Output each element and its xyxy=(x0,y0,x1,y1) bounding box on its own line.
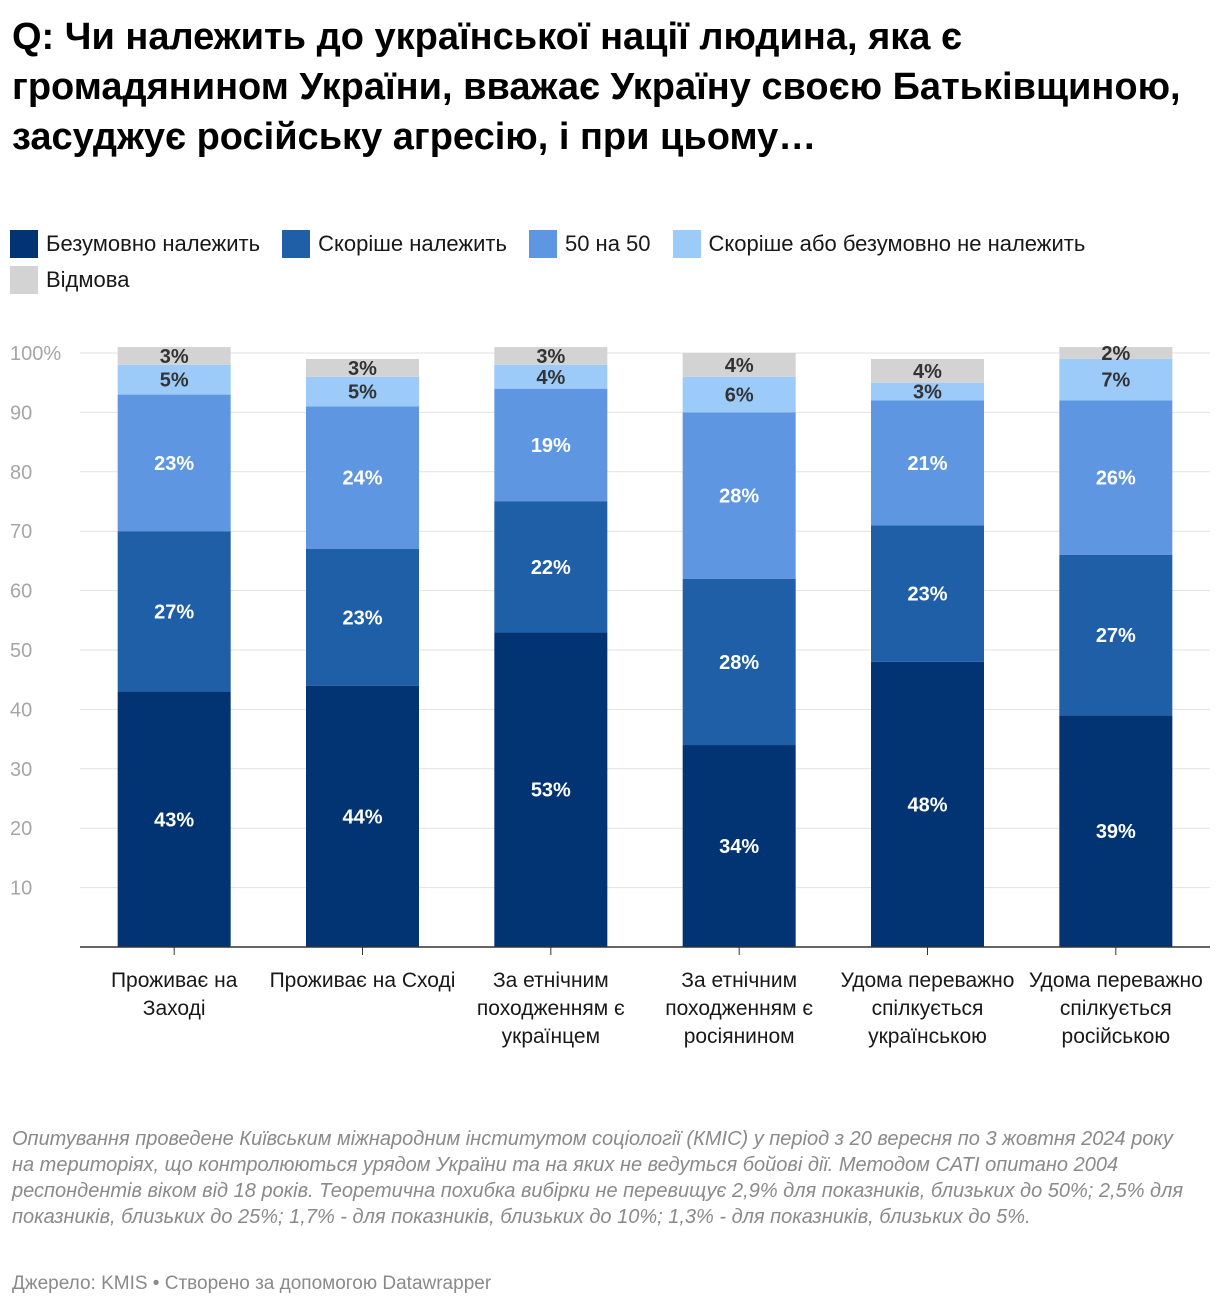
legend-swatch-4 xyxy=(672,230,701,258)
data-label: 24% xyxy=(342,468,382,490)
data-label: 44% xyxy=(342,806,382,828)
data-label: 27% xyxy=(154,601,194,623)
data-label: 22% xyxy=(531,557,571,579)
chart-notes: Опитування проведене Київським міжнародн… xyxy=(12,1128,1184,1228)
x-category-label: Удома переважно спілкується російською xyxy=(1029,969,1203,1048)
data-label: 2% xyxy=(1101,343,1130,365)
bar-segment xyxy=(494,501,608,633)
bar-segment xyxy=(306,549,419,686)
data-label: 3% xyxy=(536,346,565,368)
bar-segment xyxy=(494,388,608,502)
data-label: 23% xyxy=(907,584,947,606)
bar-segment xyxy=(117,347,231,365)
y-tick-label: 30 xyxy=(10,759,32,781)
bar-segment xyxy=(117,394,231,532)
x-category-label: Удома переважно спілкується українською xyxy=(841,969,1015,1048)
data-label: 19% xyxy=(531,435,571,457)
data-label: 5% xyxy=(348,382,377,404)
bar-segment xyxy=(117,531,231,692)
legend-item-5: Відмова xyxy=(10,266,129,294)
y-tick-label: 100% xyxy=(10,343,61,365)
data-label: 5% xyxy=(160,370,189,392)
bar-segment xyxy=(1059,715,1173,947)
data-label: 3% xyxy=(348,358,377,380)
bar-segment xyxy=(682,745,796,947)
bar-segment xyxy=(682,376,796,413)
data-label: 4% xyxy=(725,355,754,377)
data-label: 26% xyxy=(1096,468,1136,490)
legend-label-4: Скоріше або безумовно не належить xyxy=(708,231,1086,256)
x-category-label: Проживає на Заході xyxy=(111,969,238,1020)
data-label: 21% xyxy=(907,453,947,475)
data-label: 39% xyxy=(1096,821,1136,843)
bar-segment xyxy=(117,364,231,395)
bar-segment xyxy=(1059,347,1173,359)
x-category-label: Проживає на Сході xyxy=(270,969,456,992)
bar-segment xyxy=(117,691,231,947)
bar-segment xyxy=(306,685,419,947)
legend: Безумовно належить Скоріше належить 50 н… xyxy=(10,230,1210,294)
x-category-label: За етнічним походженням є українцем xyxy=(477,969,625,1048)
legend-label-5: Відмова xyxy=(46,267,130,292)
legend-item-4: Скоріше або безумовно не належить xyxy=(672,230,1086,258)
y-tick-label: 60 xyxy=(10,581,32,603)
data-label: 27% xyxy=(1096,625,1136,647)
data-label: 53% xyxy=(531,780,571,802)
data-label: 23% xyxy=(154,453,194,475)
legend-label-3: 50 на 50 xyxy=(564,231,651,256)
bar-segment xyxy=(1059,358,1173,401)
data-label: 48% xyxy=(907,794,947,816)
bar-segment xyxy=(306,376,419,407)
legend-swatch-1 xyxy=(10,230,38,258)
y-tick-label: 50 xyxy=(10,640,32,662)
bar-segment xyxy=(871,661,984,947)
chart-source: Джерело: KMIS • Створено за допомогою Da… xyxy=(12,1273,492,1294)
y-tick-label: 40 xyxy=(10,699,32,721)
y-tick-label: 90 xyxy=(10,402,32,424)
data-label: 28% xyxy=(719,652,759,674)
x-category-label: За етнічним походженням є росіянином xyxy=(665,969,813,1048)
bar-segment xyxy=(871,358,984,383)
stacked-bar-chart: 102030405060708090100%43%27%23%5%3%Прожи… xyxy=(10,343,1210,1048)
data-label: 28% xyxy=(719,486,759,508)
data-label: 3% xyxy=(913,382,942,404)
y-tick-label: 20 xyxy=(10,818,32,840)
data-label: 3% xyxy=(160,346,189,368)
bar-segment xyxy=(682,412,796,579)
legend-swatch-2 xyxy=(282,230,311,258)
legend-label-1: Безумовно належить xyxy=(46,231,261,256)
y-tick-label: 70 xyxy=(10,521,32,543)
legend-item-3: 50 на 50 xyxy=(528,230,651,258)
bar-segment xyxy=(871,525,984,662)
bar-segment xyxy=(1059,554,1173,716)
bar-segment xyxy=(306,358,419,377)
y-tick-label: 80 xyxy=(10,462,32,484)
chart-title: Q: Чи належить до української нації люди… xyxy=(12,16,1181,158)
data-label: 43% xyxy=(154,809,194,831)
legend-swatch-3 xyxy=(528,230,557,258)
bar-segment xyxy=(871,400,984,526)
y-tick-label: 10 xyxy=(10,878,32,900)
legend-swatch-5 xyxy=(10,266,38,294)
bar-segment xyxy=(871,382,984,401)
data-label: 34% xyxy=(719,836,759,858)
legend-label-2: Скоріше належить xyxy=(318,231,507,256)
bar-segment xyxy=(1059,400,1173,555)
bar-segment xyxy=(494,347,608,365)
data-label: 4% xyxy=(913,361,942,383)
data-label: 6% xyxy=(725,385,754,407)
legend-item-2: Скоріше належить xyxy=(282,230,507,258)
bar-segment xyxy=(494,632,608,947)
data-label: 23% xyxy=(342,607,382,629)
data-label: 4% xyxy=(536,367,565,389)
legend-item-1: Безумовно належить xyxy=(10,230,260,258)
bar-segment xyxy=(682,578,796,746)
data-label: 7% xyxy=(1101,370,1130,392)
bar-segment xyxy=(682,353,796,377)
bar-segment xyxy=(306,406,419,550)
bar-segment xyxy=(494,364,608,389)
